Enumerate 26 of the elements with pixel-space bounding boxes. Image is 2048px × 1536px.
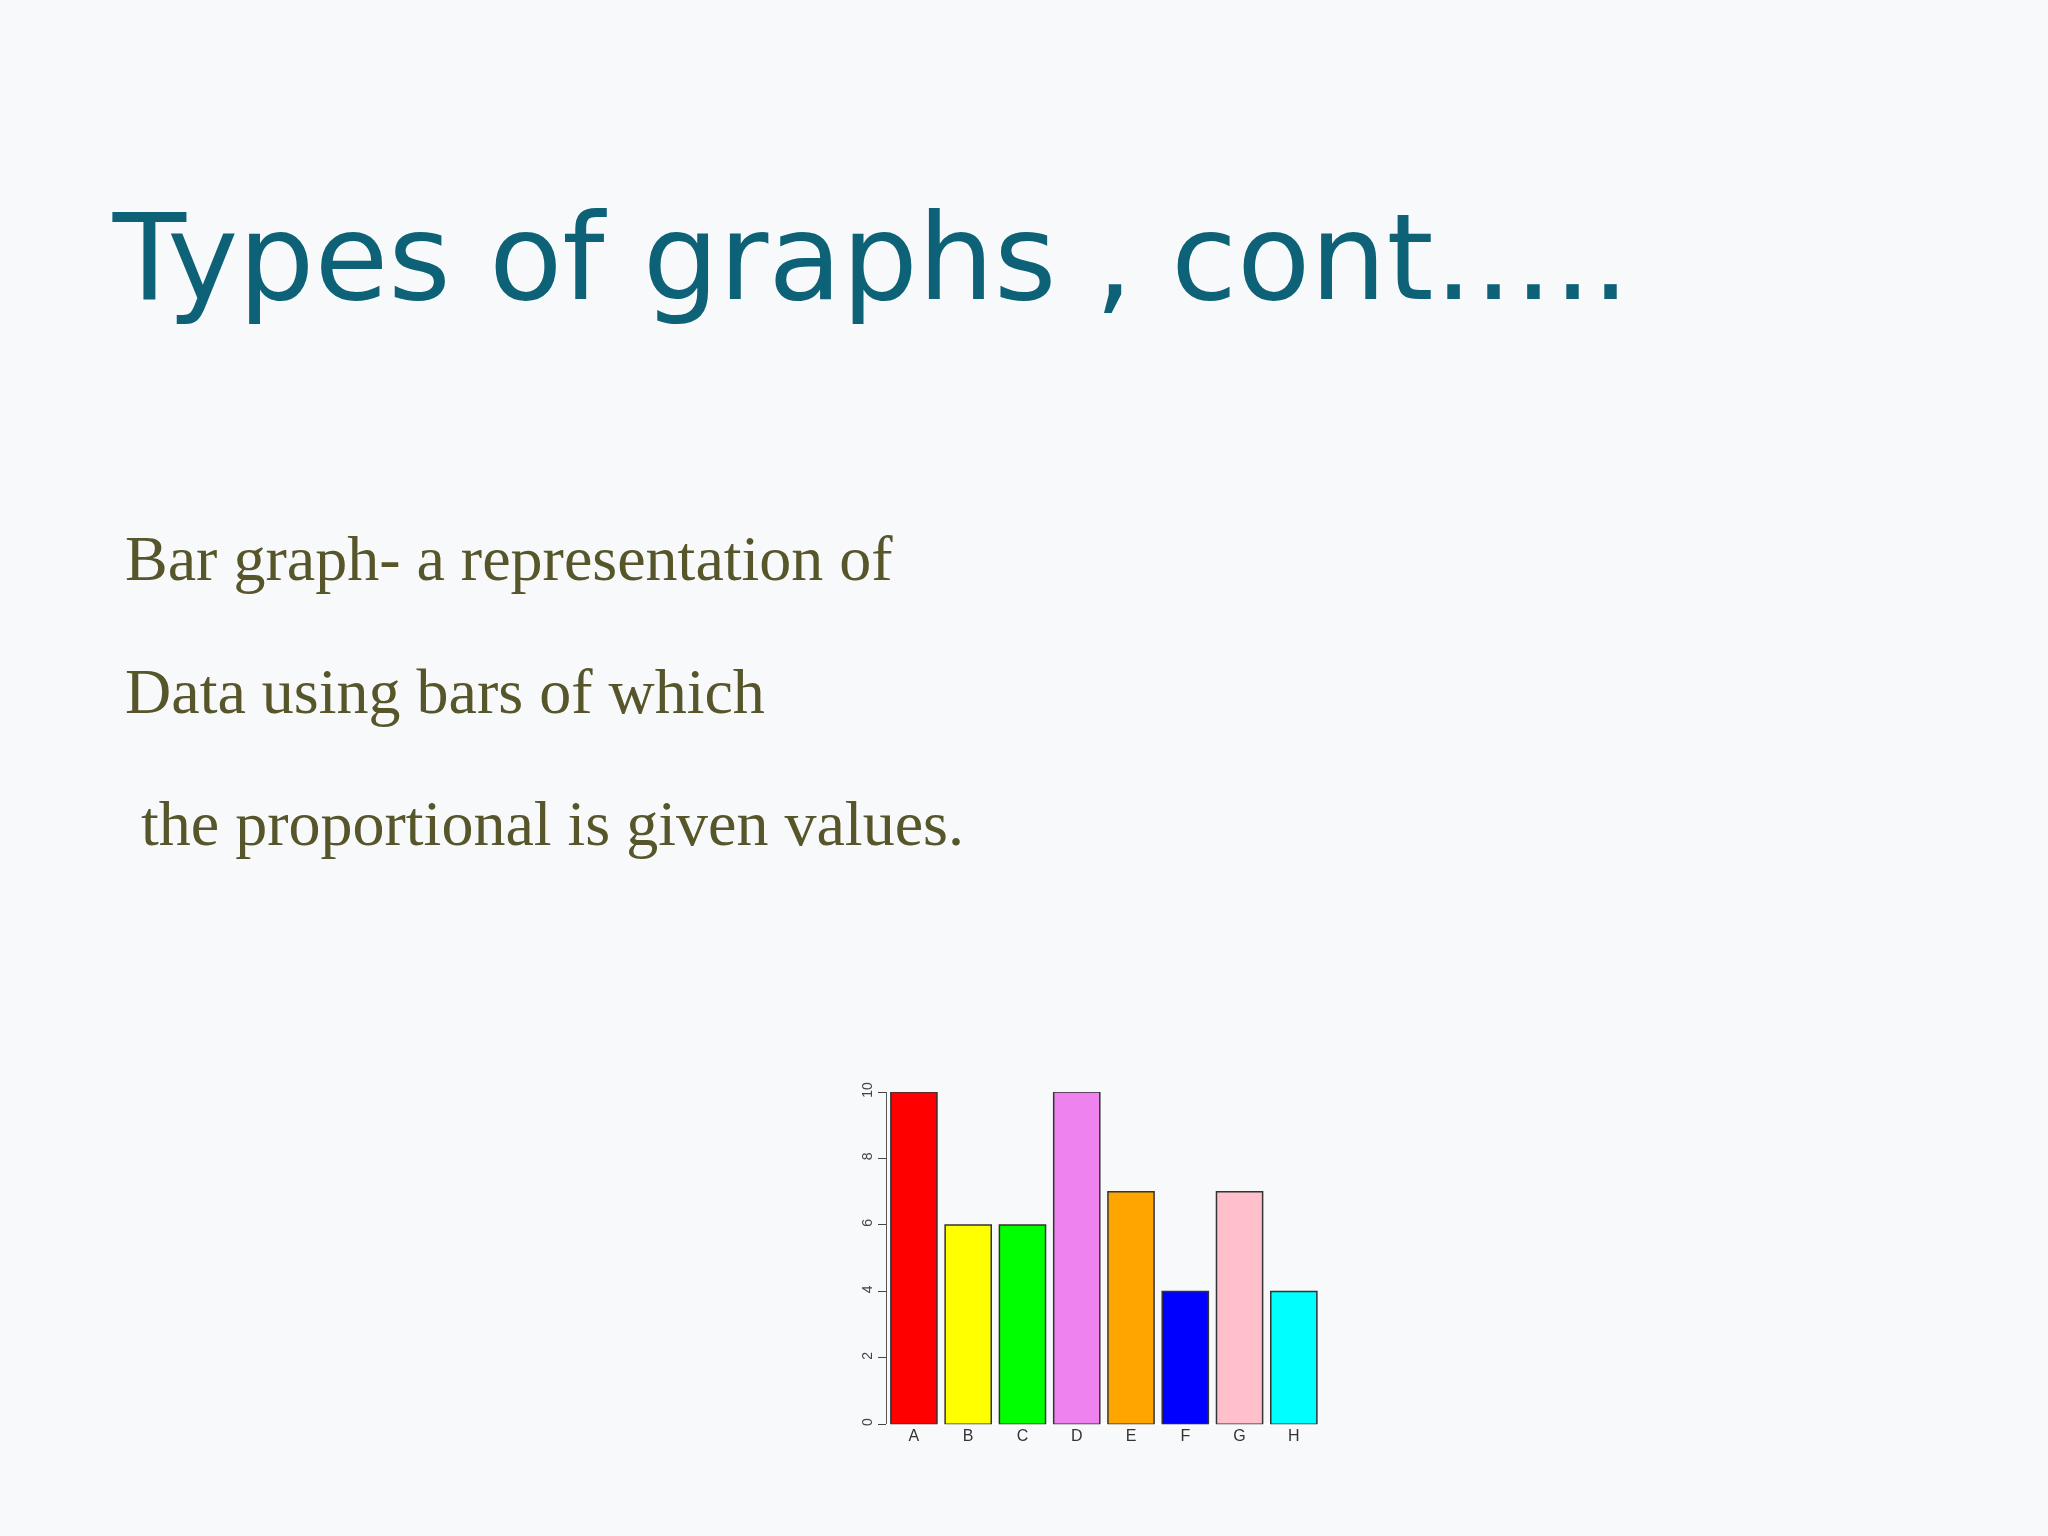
x-tick-label: A <box>908 1427 920 1445</box>
y-tick-label: 4 <box>859 1285 876 1294</box>
x-tick-label: F <box>1180 1427 1191 1445</box>
bar <box>944 1224 992 1425</box>
bar <box>1270 1290 1318 1425</box>
y-tick-label: 10 <box>859 1081 876 1098</box>
text: Bar graph- a representation of <box>125 523 894 594</box>
bar <box>998 1224 1047 1425</box>
bar <box>1052 1092 1101 1425</box>
chart-title: Types of graphs , cont….. <box>111 188 1630 328</box>
y-tick-label: 0 <box>859 1418 876 1427</box>
bar <box>890 1092 938 1425</box>
x-tick-label: C <box>1016 1427 1029 1445</box>
text: the proportional is given values. <box>125 788 964 859</box>
text: Data using bars of which <box>125 656 765 727</box>
y-tick-label: 2 <box>859 1351 876 1360</box>
bar <box>1107 1190 1155 1425</box>
x-tick-label: D <box>1070 1427 1083 1445</box>
y-tick-label: 8 <box>859 1152 876 1161</box>
x-tick-label: E <box>1125 1427 1137 1445</box>
x-tick-label: H <box>1288 1427 1300 1445</box>
x-tick-label: B <box>962 1427 974 1445</box>
bar <box>1215 1190 1264 1425</box>
bar <box>1161 1290 1210 1425</box>
x-tick-label: G <box>1233 1427 1246 1445</box>
y-tick-label: 6 <box>859 1218 876 1227</box>
